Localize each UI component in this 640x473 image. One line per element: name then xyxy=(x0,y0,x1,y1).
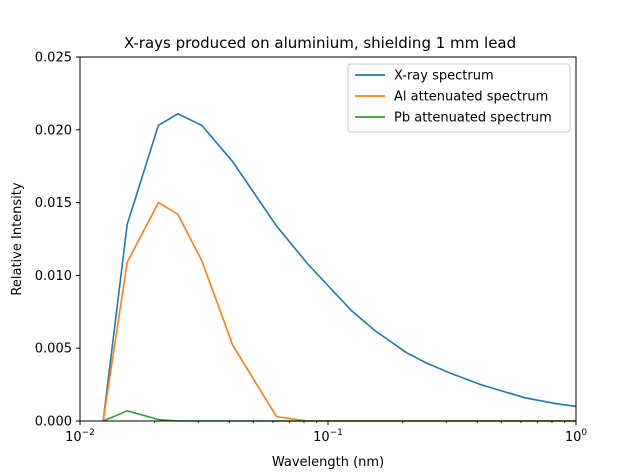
x-axis: 10−2 10−1 100 xyxy=(65,421,587,445)
y-axis-label: Relative Intensity xyxy=(10,182,25,295)
legend-label-0: X-ray spectrum xyxy=(394,69,494,84)
y-tick-label: 0.010 xyxy=(35,269,72,284)
x-tick-label: 10−1 xyxy=(313,428,343,445)
legend-label-1: Al attenuated spectrum xyxy=(394,90,548,105)
chart-title: X-rays produced on aluminium, shielding … xyxy=(124,34,516,52)
x-tick-label: 10−2 xyxy=(65,428,95,445)
y-axis: 0.000 0.005 0.010 0.015 0.020 0.025 xyxy=(35,51,80,430)
series-line-2 xyxy=(102,410,576,422)
y-tick-label: 0.015 xyxy=(35,196,72,211)
y-tick-label: 0.025 xyxy=(35,51,72,66)
series-line-0 xyxy=(102,112,577,422)
series-lines xyxy=(102,112,577,422)
legend-frame xyxy=(347,63,571,133)
y-tick-label: 0.020 xyxy=(35,123,72,138)
series-line-1 xyxy=(102,201,576,422)
x-axis-label: Wavelength (nm) xyxy=(272,455,384,470)
y-tick-label: 0.005 xyxy=(35,342,72,357)
x-tick-label: 100 xyxy=(565,428,588,445)
legend-label-2: Pb attenuated spectrum xyxy=(394,111,552,126)
y-tick-label: 0.000 xyxy=(35,415,72,430)
legend: X-ray spectrum Al attenuated spectrum Pb a… xyxy=(347,63,571,133)
